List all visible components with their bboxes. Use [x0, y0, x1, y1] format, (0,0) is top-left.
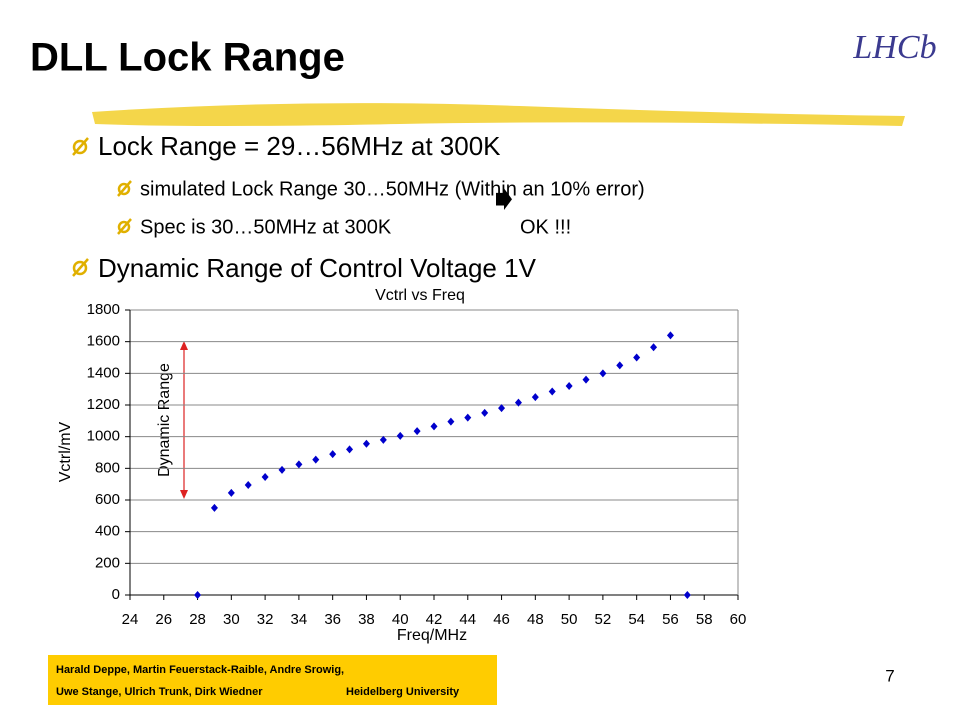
- x-tick-label: 30: [223, 611, 240, 628]
- annotation-arrow: [180, 341, 188, 499]
- point: [481, 408, 489, 417]
- x-tick-label: 34: [291, 611, 308, 628]
- point: [295, 460, 303, 469]
- point: [278, 465, 286, 474]
- point: [379, 435, 387, 444]
- footer-text: Harald Deppe, Martin Feuerstack-Raible, …: [56, 664, 344, 676]
- point: [447, 417, 455, 426]
- page-number: 7: [885, 666, 894, 685]
- y-tick-label: 1000: [87, 428, 120, 445]
- point: [514, 398, 522, 407]
- point: [346, 445, 354, 454]
- logo: LHCb: [852, 29, 936, 66]
- point: [430, 422, 438, 431]
- point: [666, 331, 674, 340]
- point: [194, 591, 202, 599]
- point: [396, 431, 404, 440]
- x-tick-label: 44: [459, 611, 476, 628]
- sub-bullet: Spec is 30…50MHz at 300K: [140, 216, 392, 238]
- x-tick-label: 60: [730, 611, 747, 628]
- x-tick-label: 36: [324, 611, 341, 628]
- x-tick-label: 58: [696, 611, 713, 628]
- point: [599, 369, 607, 378]
- chart-title: Vctrl vs Freq: [375, 287, 465, 304]
- point: [261, 473, 269, 482]
- y-tick-label: 1200: [87, 396, 120, 413]
- point: [650, 343, 658, 352]
- point: [227, 488, 235, 497]
- point: [683, 591, 691, 599]
- footer-box: [48, 655, 497, 705]
- y-tick-label: 1600: [87, 333, 120, 350]
- bullet: Dynamic Range of Control Voltage 1V: [98, 253, 537, 283]
- point: [312, 455, 320, 464]
- y-axis-label: Vctrl/mV: [57, 421, 74, 482]
- x-tick-label: 28: [189, 611, 206, 628]
- point: [413, 427, 421, 436]
- point: [210, 503, 218, 512]
- x-tick-label: 56: [662, 611, 679, 628]
- point: [362, 439, 370, 448]
- x-tick-label: 42: [426, 611, 443, 628]
- point: [244, 480, 252, 489]
- y-tick-label: 1800: [87, 301, 120, 318]
- point: [498, 404, 506, 413]
- y-tick-label: 1400: [87, 364, 120, 381]
- x-tick-label: 46: [493, 611, 510, 628]
- title-underline: [92, 103, 905, 126]
- x-tick-label: 40: [392, 611, 409, 628]
- x-tick-label: 48: [527, 611, 544, 628]
- x-axis-label: Freq/MHz: [397, 627, 467, 644]
- annotation: Dynamic Range: [156, 363, 173, 477]
- x-tick-label: 26: [155, 611, 172, 628]
- point: [329, 450, 337, 459]
- point: [582, 375, 590, 384]
- logo-box: [848, 14, 944, 84]
- point: [531, 393, 539, 402]
- y-tick-label: 600: [95, 491, 120, 508]
- x-tick-label: 54: [628, 611, 645, 628]
- point: [633, 353, 641, 362]
- y-tick-label: 400: [95, 523, 120, 540]
- point: [616, 361, 624, 370]
- bullet-icons: [72, 137, 132, 277]
- sub-bullet: simulated Lock Range 30…50MHz (Within an…: [140, 178, 645, 200]
- point: [464, 413, 472, 422]
- y-tick-label: 800: [95, 459, 120, 476]
- footer-text: Uwe Stange, Ulrich Trunk, Dirk Wiedner: [56, 686, 263, 698]
- x-tick-label: 32: [257, 611, 274, 628]
- sub-bullet: OK !!!: [520, 216, 571, 238]
- y-tick-label: 200: [95, 554, 120, 571]
- x-tick-label: 38: [358, 611, 375, 628]
- slide-title: DLL Lock Range: [30, 36, 345, 80]
- footer-text: Heidelberg University: [346, 686, 460, 698]
- bullet: Lock Range = 29…56MHz at 300K: [98, 131, 501, 161]
- point: [548, 387, 556, 396]
- y-tick-label: 0: [112, 586, 120, 603]
- arrow-icon: [496, 188, 512, 211]
- point: [565, 382, 573, 390]
- x-tick-label: 50: [561, 611, 578, 628]
- x-tick-label: 24: [122, 611, 139, 628]
- x-tick-label: 52: [595, 611, 612, 628]
